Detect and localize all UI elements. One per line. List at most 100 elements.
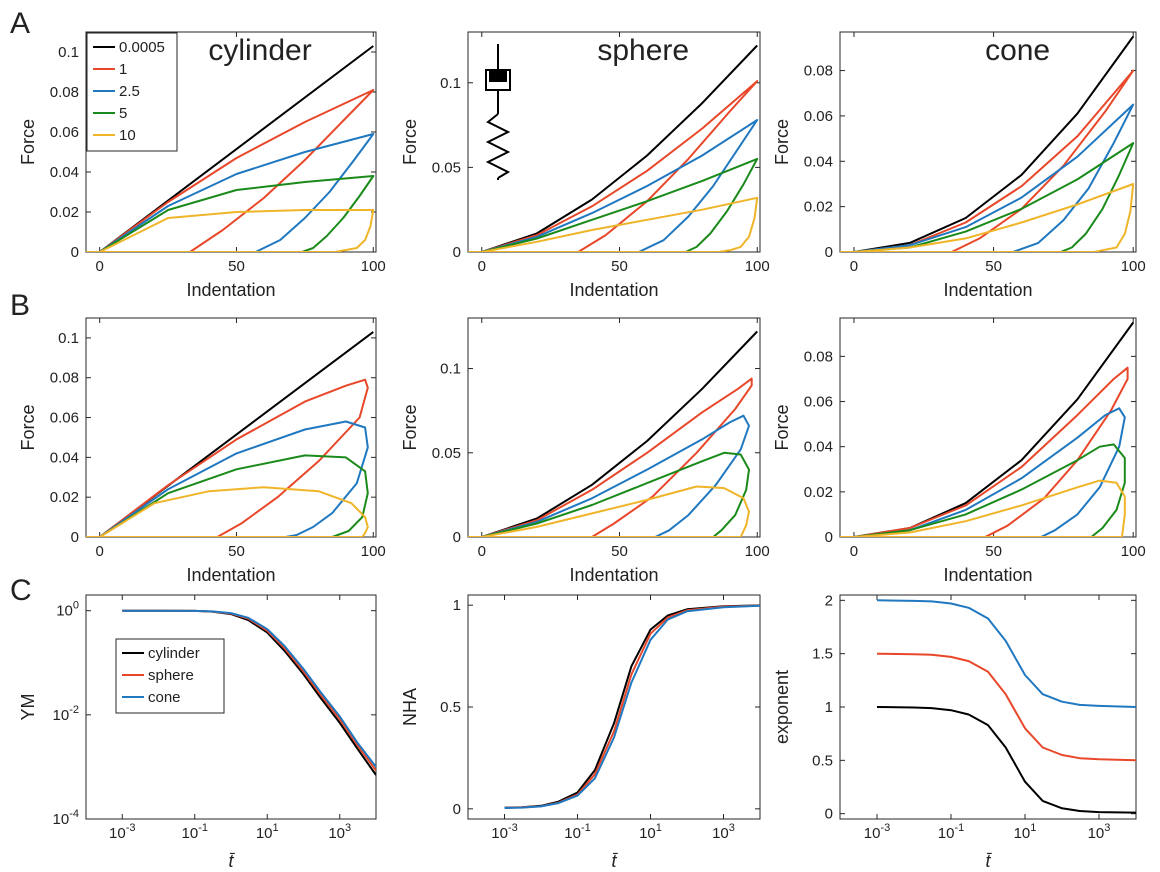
chart-b3-x-tick-label: 100 xyxy=(1121,543,1146,560)
chart-c1-x-tick-label-base: 10 xyxy=(182,825,199,842)
chart-c2-x-tick-label: 10-1 xyxy=(564,822,590,842)
chart-b3-y-axis-label: Force xyxy=(772,404,792,450)
chart-c3-x-tick-label: 10-3 xyxy=(864,822,890,842)
chart-c1-plot-area xyxy=(85,594,377,820)
chart-a2-series-0_0005 xyxy=(468,44,758,252)
chart-b1-series-5 xyxy=(86,454,369,537)
chart-a1-y-axis-label: Force xyxy=(18,119,38,165)
chart-a1-y-tick-label: 0 xyxy=(71,244,79,261)
chart-a1-legend-label: 1 xyxy=(119,61,127,78)
chart-b1-x-axis-label: Indentation xyxy=(186,565,275,585)
chart-c2-x-axis-label: t̄ xyxy=(611,851,618,871)
chart-a2-x-axis-label: Indentation xyxy=(569,280,658,300)
chart-c1-x-tick-label-exponent: 3 xyxy=(345,822,351,834)
chart-c1-x-tick-label: 101 xyxy=(256,822,279,842)
chart-c2-x-tick-label-base: 10 xyxy=(639,825,656,842)
chart-c3-series-sphere xyxy=(876,652,1136,762)
chart-b1-series-0_0005 xyxy=(86,331,374,537)
chart-a1-series-2_5 xyxy=(86,133,375,252)
chart-c2-series-sphere xyxy=(504,604,760,809)
chart-c2-x-tick-label: 101 xyxy=(639,822,662,842)
chart-c1: 10-3 10-1 101 10310-410-2100t̄YMcylindersph… xyxy=(18,594,377,871)
chart-a3-title: cone xyxy=(985,34,1050,67)
chart-c1-x-tick-label-exponent: -1 xyxy=(198,822,208,834)
chart-a1-y-tick-label: 0.06 xyxy=(50,124,79,141)
chart-a1-series-0_0005 xyxy=(86,45,374,252)
chart-c2-x-tick-label: 103 xyxy=(712,822,735,842)
chart-a1-series-10 xyxy=(86,209,375,252)
chart-a3-y-tick-label: 0 xyxy=(825,244,833,261)
chart-c2-y-tick-label: 1 xyxy=(453,597,461,614)
chart-c2-series-cylinder xyxy=(504,604,760,809)
chart-c3-series-cylinder xyxy=(876,706,1136,814)
chart-b2-series-10 xyxy=(468,485,750,537)
chart-c2-plot-area xyxy=(467,594,761,820)
chart-b1-plot-area xyxy=(85,317,377,538)
chart-a3-y-tick-label: 0.06 xyxy=(804,108,833,125)
chart-b1-series-1 xyxy=(86,378,369,537)
chart-a1-series-1 xyxy=(86,89,375,252)
chart-c1-y-axis-label: YM xyxy=(18,694,38,721)
chart-a1-y-tick-label: 0.08 xyxy=(50,84,79,101)
chart-c3-x-tick-label-exponent: -1 xyxy=(954,822,964,834)
chart-b1-x-tick-label: 0 xyxy=(96,543,104,560)
chart-c3-x-tick-label-base: 10 xyxy=(1088,825,1105,842)
chart-c3-x-tick-label: 10-1 xyxy=(938,822,964,842)
chart-a3-series-10 xyxy=(840,183,1135,252)
chart-b2-y-tick-label: 0 xyxy=(453,529,461,546)
chart-c1-x-tick-label: 103 xyxy=(328,822,351,842)
chart-c3-x-tick-label-base: 10 xyxy=(938,825,955,842)
chart-c1-y-tick-label-base: 10 xyxy=(53,707,70,724)
chart-b3-y-tick-label: 0.08 xyxy=(804,348,833,365)
chart-a2-series-1 xyxy=(468,80,759,252)
chart-a1-legend-label: 5 xyxy=(119,105,127,122)
chart-c1-y-tick-label-base: 10 xyxy=(53,811,70,828)
chart-b3-series-5 xyxy=(840,443,1126,537)
chart-c3-y-tick-label: 0.5 xyxy=(812,752,833,769)
chart-a3-series-0_0005 xyxy=(840,35,1135,252)
chart-c2-x-tick-label: 10-3 xyxy=(491,822,517,842)
chart-a3-y-axis-label: Force xyxy=(772,119,792,165)
chart-b1-y-tick-label: 0.1 xyxy=(58,330,79,347)
chart-a3-x-tick-label: 100 xyxy=(1121,258,1146,275)
chart-a2-y-tick-label: 0.1 xyxy=(440,75,461,92)
chart-a1: 0 50 100 0 0.02 0.04 0.06 0.08 0.1 Indentation For… xyxy=(18,31,386,300)
chart-b3-x-tick-label: 0 xyxy=(850,543,858,560)
chart-b1: 0 50 100 0 0.02 0.04 0.06 0.08 0.1 Indentation For… xyxy=(18,317,386,585)
chart-c2-y-axis-label: NHA xyxy=(400,688,420,726)
chart-b1-y-axis-label: Force xyxy=(18,404,38,450)
chart-c1-y-tick-label-base: 10 xyxy=(56,603,73,620)
panel-label-c: C xyxy=(10,574,32,607)
chart-b2-series-2_5 xyxy=(468,414,750,537)
chart-c3-y-tick-label: 2 xyxy=(825,592,833,609)
chart-b3-series-2_5 xyxy=(840,407,1126,537)
chart-c1-y-tick-label-exponent: -2 xyxy=(69,704,79,716)
chart-c3-x-tick-label: 103 xyxy=(1088,822,1111,842)
chart-c3-y-axis-label: exponent xyxy=(772,670,792,744)
chart-c3-x-tick-label-base: 10 xyxy=(1014,825,1031,842)
chart-c2-x-tick-label-base: 10 xyxy=(564,825,581,842)
spring-dashpot-icon xyxy=(485,44,511,180)
chart-b1-y-tick-label: 0.06 xyxy=(50,410,79,427)
chart-c1-legend-label: cylinder xyxy=(148,645,200,662)
chart-a1-x-tick-label: 0 xyxy=(96,258,104,275)
chart-a2-y-axis-label: Force xyxy=(400,119,420,165)
chart-b3-y-tick-label: 0.04 xyxy=(804,439,833,456)
chart-c2-series-cone xyxy=(504,604,760,809)
chart-b1-x-tick-label: 100 xyxy=(361,543,386,560)
chart-a3-y-tick-label: 0.08 xyxy=(804,63,833,80)
chart-c3-x-tick-label-exponent: 1 xyxy=(1030,822,1036,834)
chart-a1-series-5 xyxy=(86,175,375,252)
chart-b3-y-tick-label: 0.02 xyxy=(804,484,833,501)
chart-b3-x-axis-label: Indentation xyxy=(943,565,1032,585)
chart-a2-title: sphere xyxy=(597,34,689,67)
chart-c2-x-tick-label-exponent: -3 xyxy=(508,822,518,834)
chart-b2: 0 50 100 0 0.05 0.1 Indentation Force xyxy=(400,317,770,585)
chart-b2-y-tick-label: 0.05 xyxy=(432,445,461,462)
chart-b3-series-0_0005 xyxy=(840,321,1135,537)
chart-c1-series-cone xyxy=(122,609,376,768)
chart-a2-x-tick-label: 100 xyxy=(745,258,770,275)
